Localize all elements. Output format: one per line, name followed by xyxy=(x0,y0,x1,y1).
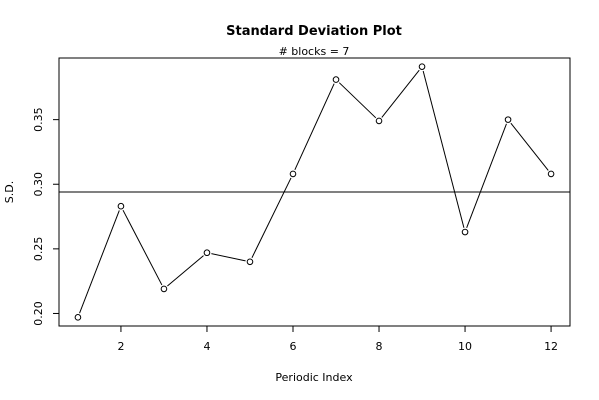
data-point xyxy=(375,117,383,125)
chart-subtitle: # blocks = 7 xyxy=(279,45,350,58)
y-tick-label: 0.30 xyxy=(32,172,45,197)
series-segment xyxy=(422,70,465,228)
x-tick-label: 2 xyxy=(117,340,124,353)
series-segment xyxy=(251,177,292,258)
data-point xyxy=(117,202,125,210)
series-segment xyxy=(466,123,507,229)
data-point xyxy=(418,63,426,70)
series-segment xyxy=(79,210,120,314)
series-segment xyxy=(211,253,246,262)
data-point xyxy=(160,285,168,293)
data-point xyxy=(203,249,211,257)
series-layer xyxy=(74,63,555,321)
y-tick-label: 0.25 xyxy=(32,237,45,262)
series-segment xyxy=(294,83,335,171)
data-point xyxy=(74,314,82,321)
data-point xyxy=(332,76,340,83)
series-segment xyxy=(122,209,163,286)
data-point xyxy=(504,116,512,123)
data-point xyxy=(246,258,254,266)
x-tick-label: 6 xyxy=(289,340,296,353)
y-tick-label: 0.20 xyxy=(32,301,45,326)
data-point xyxy=(461,228,469,236)
data-point xyxy=(547,170,555,178)
y-tick-label: 0.35 xyxy=(32,107,45,132)
y-axis-label: S.D. xyxy=(3,181,16,203)
chart-title: Standard Deviation Plot xyxy=(226,24,402,39)
x-tick-label: 12 xyxy=(544,340,558,353)
x-tick-label: 10 xyxy=(458,340,472,353)
y-axis: 0.20 0.25 0.30 0.35 xyxy=(32,107,59,326)
x-axis: 2 4 6 8 10 12 xyxy=(117,326,558,353)
series-segment xyxy=(338,82,377,119)
x-axis-label: Periodic Index xyxy=(275,371,353,384)
x-tick-label: 8 xyxy=(376,340,383,353)
data-point xyxy=(289,170,297,178)
x-tick-label: 4 xyxy=(203,340,210,353)
series-segment xyxy=(167,255,204,287)
series-segment xyxy=(381,69,420,118)
series-segment xyxy=(510,122,549,171)
